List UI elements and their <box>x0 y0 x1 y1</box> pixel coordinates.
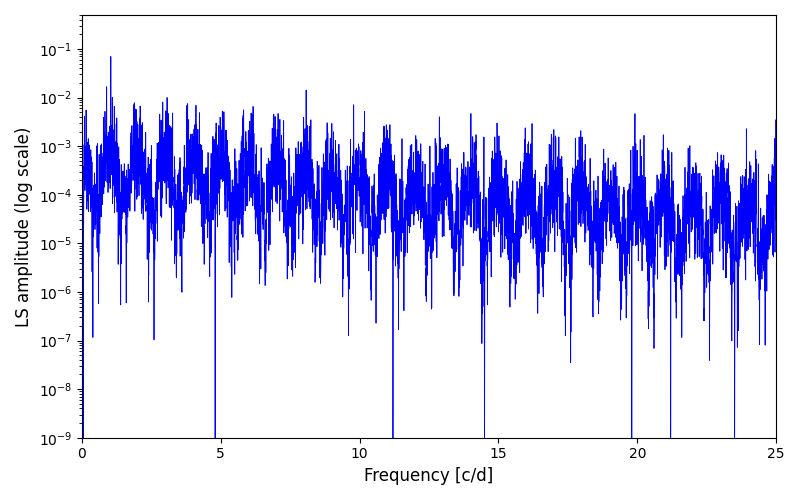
X-axis label: Frequency [c/d]: Frequency [c/d] <box>364 467 494 485</box>
Y-axis label: LS amplitude (log scale): LS amplitude (log scale) <box>15 126 33 326</box>
